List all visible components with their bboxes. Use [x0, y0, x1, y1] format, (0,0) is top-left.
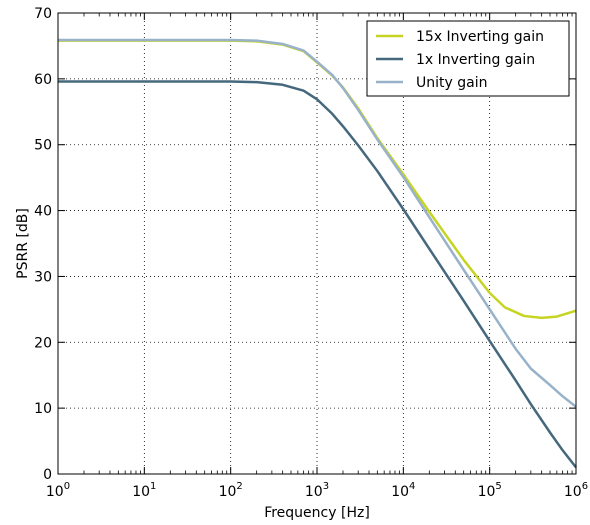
series-line [58, 80, 577, 469]
y-tick-label: 70 [34, 6, 52, 22]
x-tick-base: 10 [478, 484, 496, 500]
y-tick-label: 40 [34, 204, 52, 220]
x-tick-base: 10 [132, 484, 150, 500]
y-tick-label: 30 [34, 269, 52, 285]
legend-entry-label: Unity gain [416, 75, 487, 91]
y-tick-label: 60 [34, 72, 52, 88]
y-axis-label: PSRR [dB] [15, 208, 31, 279]
series-line [58, 38, 577, 408]
legend-entry-label: 1x Inverting gain [416, 52, 535, 68]
x-tick-base: 10 [391, 484, 409, 500]
x-tick-label: 105 [478, 481, 502, 500]
y-tick-label: 20 [34, 335, 52, 351]
x-tick-label: 100 [46, 481, 70, 500]
x-tick-exponent: 2 [236, 481, 242, 492]
y-tick-label: 50 [34, 138, 52, 154]
x-tick-base: 10 [46, 484, 64, 500]
x-tick-exponent: 6 [582, 481, 588, 492]
x-tick-exponent: 1 [150, 481, 156, 492]
legend-entry-label: 15x Inverting gain [416, 29, 544, 45]
y-tick-label: 10 [34, 401, 52, 417]
x-tick-exponent: 0 [64, 481, 70, 492]
axis-ticks [57, 12, 577, 475]
x-tick-base: 10 [305, 484, 323, 500]
x-tick-label: 102 [219, 481, 243, 500]
x-tick-exponent: 4 [409, 481, 415, 492]
x-tick-label: 106 [564, 481, 588, 500]
x-tick-label: 103 [305, 481, 329, 500]
x-tick-label: 101 [132, 481, 156, 500]
series-lines [58, 38, 577, 469]
x-tick-exponent: 5 [495, 481, 501, 492]
x-tick-exponent: 3 [323, 481, 329, 492]
y-tick-label: 0 [43, 467, 52, 483]
x-tick-base: 10 [219, 484, 237, 500]
x-axis-label: Frequency [Hz] [264, 505, 370, 521]
x-tick-label: 104 [391, 481, 415, 500]
legend: 15x Inverting gain 1x Inverting gain Unity… [366, 20, 570, 97]
x-tick-base: 10 [564, 484, 582, 500]
